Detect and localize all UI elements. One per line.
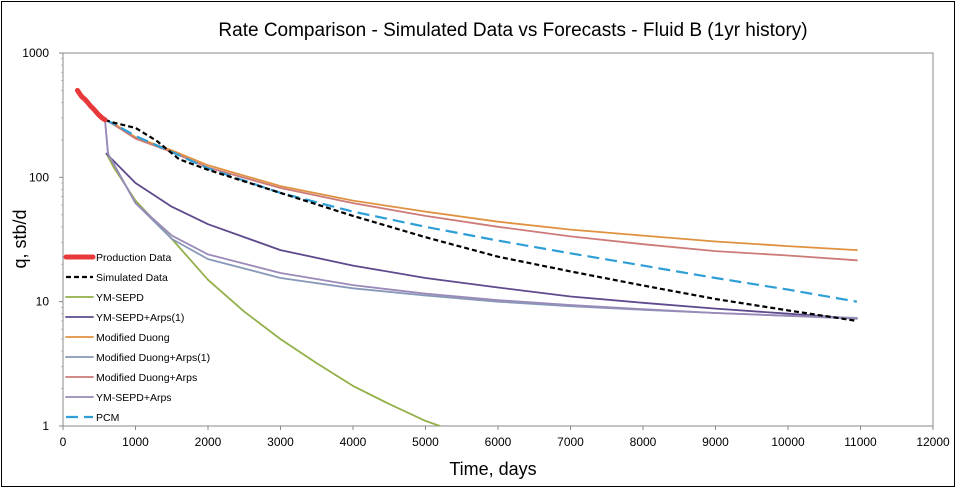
legend-entry: YM-SEPD+Arps — [96, 392, 172, 404]
series-line-ym-sepd-arps — [104, 118, 858, 320]
series-line-modified-duong — [104, 118, 858, 251]
legend-entry: Modified Duong — [96, 332, 170, 344]
y-tick-label: 100 — [29, 170, 49, 184]
series-lines — [75, 87, 858, 426]
x-tick-label: 10000 — [771, 435, 805, 449]
legend-entry: YM-SEPD — [96, 292, 144, 304]
x-tick-label: 11000 — [844, 435, 877, 449]
series-line-production-data — [75, 87, 108, 123]
x-tick-label: 5000 — [412, 435, 439, 449]
x-tick-label: 2000 — [195, 435, 222, 449]
x-axis-label: Time, days — [449, 459, 536, 479]
axis-ticks: 0 1000 2000 3000 4000 5000 6000 7000 8000 9000 100… — [22, 46, 950, 449]
x-tick-label: 6000 — [485, 435, 512, 449]
x-tick-label: 4000 — [340, 435, 367, 449]
series-line-ym-sepd-arps-1- — [105, 152, 858, 320]
y-axis-label: q, stb/d — [10, 209, 30, 268]
plot-area — [62, 52, 934, 427]
y-tick-label: 1 — [42, 419, 49, 433]
legend-entry: Modified Duong+Arps(1) — [96, 352, 210, 364]
x-tick-label: 8000 — [630, 435, 657, 449]
y-tick-label: 1000 — [22, 46, 49, 60]
y-tick-label: 10 — [36, 295, 50, 309]
legend-entry: Production Data — [96, 252, 171, 264]
x-tick-label: 9000 — [702, 435, 729, 449]
series-line-modified-duong-arps — [104, 118, 858, 262]
series-line-simulated-data — [104, 118, 858, 322]
x-tick-label: 1000 — [122, 435, 149, 449]
legend-entry: YM-SEPD+Arps(1) — [96, 312, 184, 324]
x-tick-label: 3000 — [267, 435, 294, 449]
series-line-pcm — [104, 118, 858, 303]
legend-entry: PCM — [96, 412, 119, 424]
legend-entry: Simulated Data — [96, 272, 168, 284]
chart-title: Rate Comparison - Simulated Data vs Fore… — [218, 20, 807, 41]
legend-entry: Modified Duong+Arps — [96, 372, 197, 384]
x-tick-label: 12000 — [916, 435, 950, 449]
x-tick-label: 0 — [60, 435, 67, 449]
x-tick-label: 7000 — [557, 435, 584, 449]
legend: Production Data Simulated Data YM-SEPD YM-S… — [63, 252, 210, 424]
